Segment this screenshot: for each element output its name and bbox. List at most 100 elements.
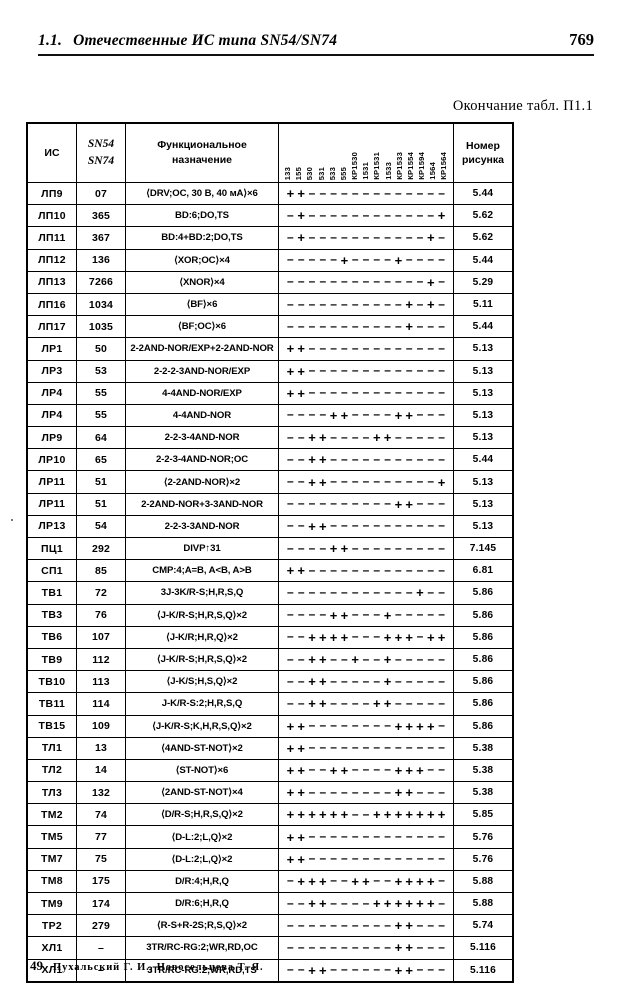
sn-number: 13 xyxy=(94,742,108,755)
cell-function: ⟨BF;OC⟩×6 xyxy=(125,315,279,339)
mark-531: – xyxy=(319,718,327,733)
mark-КР1533: – xyxy=(395,584,402,599)
mark-1531: – xyxy=(362,829,370,844)
cell-sn: 107 xyxy=(76,625,126,649)
cell-function: 3TR/RC-RG:2;WR,RD,OC xyxy=(125,936,279,960)
mark-1564: – xyxy=(427,740,435,755)
cell-ic: ТР2 xyxy=(26,914,77,938)
cell-sn: 1034 xyxy=(76,292,126,317)
mark-1533: + xyxy=(383,896,392,912)
mark-КР1594: – xyxy=(416,363,424,378)
ic-designation: ЛР4 xyxy=(41,387,63,400)
mark-533: – xyxy=(330,496,337,511)
mark-530: – xyxy=(308,318,316,333)
mark-КР1564: – xyxy=(438,939,445,954)
ic-designation: ЛП13 xyxy=(38,276,66,289)
series-header-530: 530 xyxy=(305,166,315,180)
scan-speck xyxy=(11,519,13,521)
availability-marks: + + – – – – – – – – – – – – – xyxy=(279,560,453,581)
figure-number: 5.86 xyxy=(472,631,494,643)
mark-КР1554: + xyxy=(405,629,413,645)
mark-133: – xyxy=(287,873,294,888)
mark-КР1564: – xyxy=(438,873,445,888)
ic-designation: ТМ8 xyxy=(41,875,63,888)
mark-КР1554: + xyxy=(405,496,413,512)
mark-555: – xyxy=(341,474,348,489)
cell-figure-number: 5.13 xyxy=(453,514,514,539)
mark-133: + xyxy=(286,740,295,756)
ic-designation: ЛП11 xyxy=(38,231,66,244)
mark-КР1554: – xyxy=(405,607,413,622)
mark-КР1554: – xyxy=(405,185,413,200)
mark-КР1594: + xyxy=(416,807,424,823)
table-row: ТВ1 72 3J-3K/R-S;H,R,S,Q – – – – – – – – – – – – + – –5.8… xyxy=(26,581,514,605)
mark-1564: – xyxy=(427,762,435,777)
mark-1533: – xyxy=(384,718,391,733)
availability-marks: – – – – – – – – – – + + – – – xyxy=(279,494,453,515)
mark-133: – xyxy=(287,451,294,466)
mark-555: + xyxy=(340,807,349,823)
table-row: ЛР4 55 4-4AND-NOR – – – – + + – – – – + + – – –5.13 xyxy=(26,403,514,428)
cell-function: ⟨2-2AND-NOR⟩×2 xyxy=(125,470,279,494)
sn-number: 14 xyxy=(94,764,108,777)
mark-530: – xyxy=(308,540,316,555)
sn-number: 1035 xyxy=(88,320,114,333)
cell-sn: 72 xyxy=(76,581,126,605)
mark-530: – xyxy=(308,562,316,577)
mark-КР1554: + xyxy=(405,297,413,313)
mark-КР1594: – xyxy=(416,252,424,267)
availability-marks: + + – – – – – – – – – – – – – xyxy=(279,338,453,359)
mark-531: – xyxy=(319,318,327,333)
cell-figure-number: 5.62 xyxy=(453,226,514,250)
availability-marks: – – + + – – – – – – – – – – – xyxy=(279,516,453,537)
mark-1533: – xyxy=(384,229,391,244)
mark-133: + xyxy=(286,563,295,579)
function-description: ⟨4AND-ST-NOT⟩×2 xyxy=(161,742,243,754)
mark-КР1594: – xyxy=(416,917,424,932)
cell-sn: 1035 xyxy=(76,315,126,339)
cell-ic: ЛР10 xyxy=(26,448,77,472)
mark-1564: + xyxy=(426,873,435,889)
function-description: 3TR/RC-RG:2;WR,RD,TS xyxy=(147,964,257,976)
mark-1531: – xyxy=(362,252,370,267)
mark-530: – xyxy=(308,340,316,355)
availability-marks: + + – – – – – – – – – – – – – xyxy=(279,826,453,847)
mark-533: – xyxy=(330,784,337,799)
figure-number: 5.13 xyxy=(472,365,494,377)
cell-sn: 51 xyxy=(76,492,126,516)
mark-555: – xyxy=(341,429,348,444)
mark-КР1530: – xyxy=(351,740,359,755)
mark-1564: – xyxy=(427,252,435,267)
mark-1533: – xyxy=(384,318,391,333)
cell-ic: ТЛ2 xyxy=(26,758,77,783)
mark-1533: – xyxy=(384,939,391,954)
mark-155: + xyxy=(297,851,305,867)
mark-1533: – xyxy=(384,540,391,555)
cell-function: DIVP↑31 xyxy=(125,536,279,561)
cell-ic: ТМ5 xyxy=(26,825,77,849)
mark-КР1533: + xyxy=(394,807,403,823)
mark-КР1533: – xyxy=(395,363,402,378)
function-description: ⟨J-K/R-S;K,H,R,S,Q⟩×2 xyxy=(152,720,252,732)
mark-КР1533: + xyxy=(394,962,403,978)
mark-555: – xyxy=(341,340,348,355)
mark-133: – xyxy=(287,673,294,688)
mark-КР1564: – xyxy=(438,451,445,466)
function-description: ⟨XNOR⟩×4 xyxy=(179,276,225,288)
mark-КР1594: – xyxy=(416,695,424,710)
footer-authors: Пухальский Г. И., Новосельцева Т. Я. xyxy=(53,962,264,973)
function-description: BD:6;DO,TS xyxy=(175,210,229,222)
cell-ic: ЛР3 xyxy=(26,359,77,383)
mark-533: – xyxy=(330,252,337,267)
availability-marks: – – – – – – – – – – – + – – – xyxy=(279,316,453,337)
mark-555: – xyxy=(341,518,348,533)
figure-number: 5.85 xyxy=(472,809,494,821)
header-label-function: Функциональное назначение xyxy=(126,138,278,168)
cell-function: ⟨4AND-ST-NOT⟩×2 xyxy=(125,736,279,760)
cell-series-availability: + + – – – – – – – – + + – – – xyxy=(278,781,454,805)
figure-number: 5.76 xyxy=(472,853,494,865)
mark-КР1530: – xyxy=(351,207,359,222)
mark-КР1530: – xyxy=(351,318,359,333)
cell-sn: 7266 xyxy=(76,270,126,294)
series-header-кр1533: КР1533 xyxy=(394,152,404,180)
